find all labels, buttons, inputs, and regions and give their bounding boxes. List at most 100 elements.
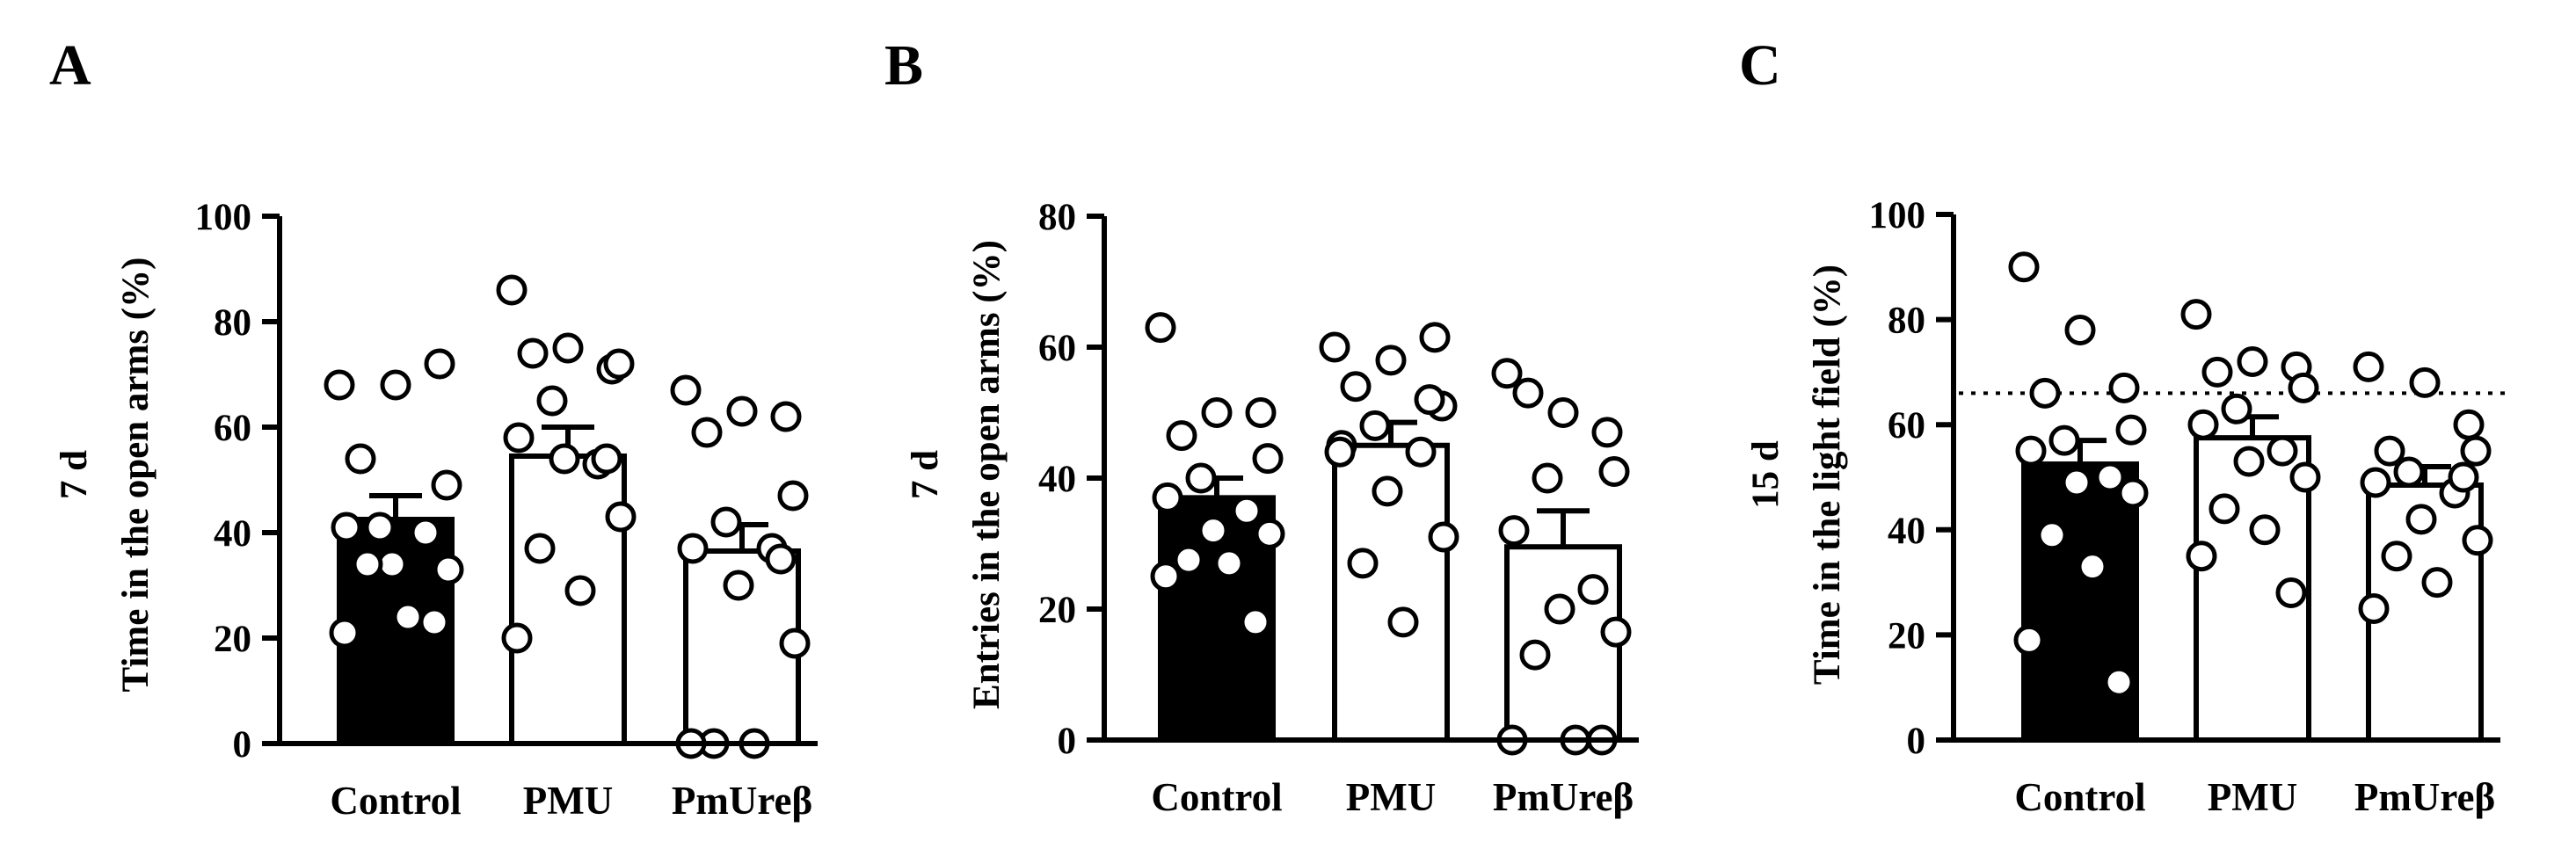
data-point <box>1519 639 1551 671</box>
data-point <box>517 337 549 369</box>
data-point <box>1512 377 1544 409</box>
data-point <box>433 554 464 585</box>
x-category-label: PMU <box>2208 775 2297 819</box>
data-point <box>2405 504 2437 535</box>
data-point <box>2117 477 2149 509</box>
data-point <box>329 617 360 649</box>
y-tick-label: 40 <box>214 513 251 555</box>
data-point <box>2409 366 2441 398</box>
data-point <box>1340 371 1372 403</box>
data-point <box>603 348 635 380</box>
data-point <box>2289 461 2321 493</box>
data-point <box>331 512 362 543</box>
data-point <box>779 628 811 659</box>
data-point <box>710 506 742 538</box>
data-point <box>536 385 568 417</box>
data-point <box>1252 443 1284 475</box>
y-tick-label: 20 <box>1038 590 1076 631</box>
data-point <box>2201 356 2233 388</box>
data-point <box>1185 462 1217 494</box>
y-tick-label: 100 <box>195 197 252 238</box>
panel-letter-a: A <box>49 33 91 98</box>
panel-a-y-axis-title: Time in the open arms (%) <box>115 258 156 693</box>
data-point <box>670 374 702 406</box>
data-point <box>431 469 462 501</box>
data-point <box>2393 456 2425 488</box>
data-point <box>2462 525 2493 556</box>
data-point <box>1197 515 1229 547</box>
data-point <box>2353 351 2384 382</box>
data-point <box>410 517 441 548</box>
data-point <box>424 348 455 380</box>
data-point <box>2077 551 2108 583</box>
panel-b-y-axis-title: Entries in the open arms (%) <box>966 240 1008 709</box>
data-point <box>2275 577 2307 609</box>
data-point <box>2360 467 2391 498</box>
x-category-label: PMU <box>1346 775 1436 819</box>
data-point <box>677 533 709 564</box>
y-tick-label: 80 <box>1038 197 1076 238</box>
data-point <box>1166 420 1197 452</box>
data-point <box>2421 567 2453 599</box>
x-category-label: Control <box>1151 775 1282 819</box>
y-tick-label: 80 <box>214 302 251 344</box>
data-point <box>2237 345 2268 377</box>
panel-a: A 7 d Time in the open arms (%) 0 20 40 60 8… <box>49 33 818 823</box>
data-point <box>2249 514 2281 546</box>
y-tick-label: 100 <box>1869 195 1926 236</box>
y-tick-label: 0 <box>233 724 252 766</box>
x-category-label: PmUreβ <box>2354 775 2495 819</box>
data-point <box>552 332 584 364</box>
data-point <box>345 443 376 475</box>
bar-control <box>2021 461 2139 743</box>
data-point <box>2115 414 2147 446</box>
y-tick-label: 60 <box>214 408 251 449</box>
x-category-label: PMU <box>523 779 613 823</box>
data-point <box>503 422 535 454</box>
data-point <box>324 369 355 401</box>
data-point <box>2453 409 2485 440</box>
data-point <box>1491 358 1523 389</box>
data-point <box>1254 518 1285 549</box>
y-tick-label: 20 <box>214 619 251 660</box>
y-tick-label: 20 <box>1888 615 1925 657</box>
data-point <box>1428 521 1459 553</box>
data-point <box>2358 593 2390 624</box>
data-point <box>364 512 396 543</box>
data-point <box>2187 409 2219 440</box>
data-point <box>777 480 809 512</box>
data-point <box>1547 397 1579 428</box>
data-point <box>2374 435 2405 467</box>
data-point <box>1544 593 1575 625</box>
data-point <box>496 274 528 306</box>
data-point <box>2460 435 2492 467</box>
x-category-label: Control <box>2014 775 2145 819</box>
data-point <box>2036 519 2068 551</box>
data-point <box>2381 541 2412 572</box>
data-point <box>1419 322 1451 353</box>
data-point <box>2094 461 2126 493</box>
data-point <box>2180 299 2212 330</box>
panel-letter-b: B <box>884 33 923 98</box>
data-point <box>2233 446 2265 477</box>
data-point <box>2061 467 2092 498</box>
y-tick-label: 80 <box>1888 301 1925 342</box>
data-point <box>2048 424 2080 456</box>
y-tick-label: 0 <box>1907 721 1926 762</box>
data-point <box>1231 495 1263 526</box>
panel-b: B 7 d Entries in the open arms (%) 0 20 40… <box>884 33 1639 819</box>
data-point <box>549 443 580 475</box>
panel-c-y-axis-title: Time in the light field (%) <box>1807 265 1848 685</box>
data-point <box>1591 417 1623 448</box>
data-point <box>1532 462 1563 494</box>
panel-b-side-label: 7 d <box>905 450 946 499</box>
data-point <box>1372 475 1403 507</box>
data-point <box>726 395 758 427</box>
data-point <box>2209 493 2240 525</box>
data-point <box>564 575 596 606</box>
panel-c-side-label: 15 d <box>1745 440 1786 509</box>
data-point <box>723 570 754 601</box>
data-point <box>2448 461 2479 493</box>
data-point <box>1577 574 1609 606</box>
